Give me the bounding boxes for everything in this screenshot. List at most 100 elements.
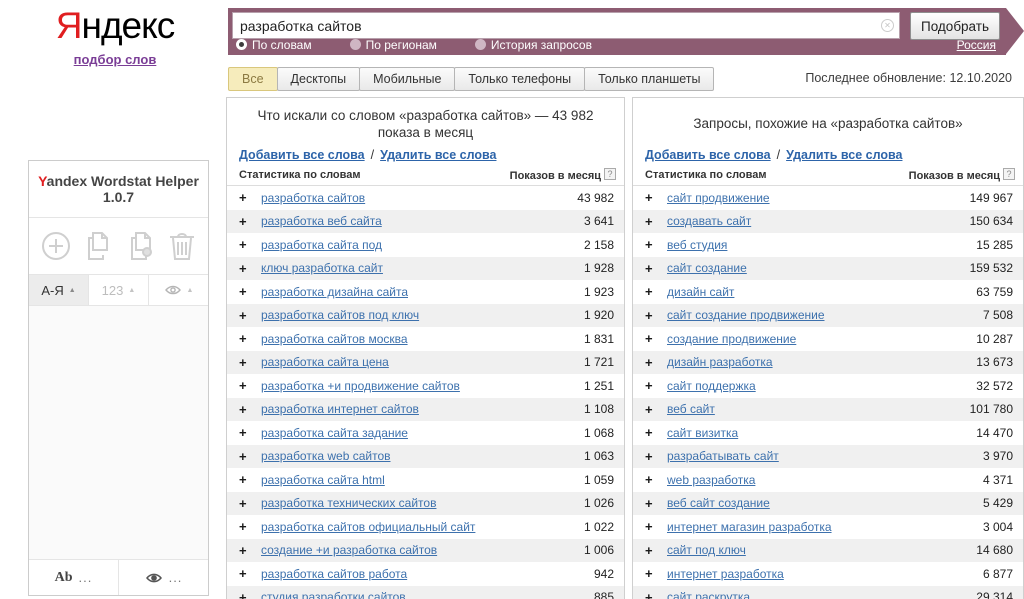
add-keyword-button[interactable]: +	[239, 542, 247, 558]
add-keyword-button[interactable]: +	[239, 401, 247, 417]
help-icon[interactable]: ?	[1003, 168, 1015, 180]
add-all-words-link[interactable]: Добавить все слова	[239, 148, 365, 162]
keyword-link[interactable]: сайт создание	[667, 261, 747, 276]
keyword-link[interactable]: разработка сайтов под ключ	[261, 308, 420, 323]
remove-all-words-link[interactable]: Удалить все слова	[380, 148, 497, 162]
search-input[interactable]	[232, 12, 900, 39]
add-keyword-button[interactable]: +	[645, 331, 653, 347]
region-link[interactable]: Россия	[956, 37, 996, 52]
add-keyword-button[interactable]: +	[239, 331, 247, 347]
add-keyword-button[interactable]: +	[645, 425, 653, 441]
add-keyword-button[interactable]: +	[645, 542, 653, 558]
keyword-link[interactable]: интернет разработка	[667, 566, 784, 581]
add-keyword-button[interactable]: +	[645, 354, 653, 370]
keyword-link[interactable]: дизайн разработка	[667, 355, 773, 370]
add-keyword-button[interactable]: +	[645, 190, 653, 206]
add-keyword-button[interactable]: +	[239, 448, 247, 464]
keyword-link[interactable]: разработка сайтов	[261, 190, 366, 205]
keyword-link[interactable]: разработка сайта под	[261, 237, 383, 252]
add-keyword-button[interactable]: +	[645, 448, 653, 464]
keyword-link[interactable]: сайт продвижение	[667, 190, 770, 205]
add-keyword-button[interactable]: +	[645, 495, 653, 511]
add-keyword-button[interactable]: +	[239, 378, 247, 394]
keyword-link[interactable]: веб сайт создание	[667, 496, 770, 511]
tab-all[interactable]: Все	[228, 67, 278, 91]
add-keyword-button[interactable]: +	[239, 284, 247, 300]
keyword-link[interactable]: сайт поддержка	[667, 378, 756, 393]
podbor-slov-link[interactable]: подбор слов	[73, 51, 157, 67]
add-keyword-button[interactable]: +	[239, 307, 247, 323]
add-keyword-button[interactable]: +	[239, 260, 247, 276]
add-keyword-button[interactable]: +	[645, 260, 653, 276]
keyword-link[interactable]: разработка +и продвижение сайтов	[261, 378, 460, 393]
keyword-link[interactable]: создание продвижение	[667, 331, 797, 346]
tab-desktops[interactable]: Десктопы	[276, 67, 361, 91]
keyword-link[interactable]: разработка сайтов официальный сайт	[261, 519, 476, 534]
keyword-link[interactable]: разработка сайта цена	[261, 355, 389, 370]
keyword-link[interactable]: веб сайт	[667, 402, 715, 417]
radio-query-history[interactable]: История запросов	[474, 38, 592, 52]
keyword-link[interactable]: веб студия	[667, 237, 728, 252]
keyword-link[interactable]: сайт раскрутка	[667, 590, 751, 599]
keyword-link[interactable]: разработка веб сайта	[261, 214, 382, 229]
add-keyword-button[interactable]: +	[239, 566, 247, 582]
keyword-link[interactable]: ключ разработка сайт	[261, 261, 383, 276]
add-keyword-button[interactable]: +	[645, 378, 653, 394]
add-all-words-link[interactable]: Добавить все слова	[645, 148, 771, 162]
tab-phones-only[interactable]: Только телефоны	[454, 67, 586, 91]
add-keyword-button[interactable]: +	[645, 284, 653, 300]
copy-with-frequency-icon[interactable]	[125, 230, 157, 262]
add-keyword-button[interactable]: +	[239, 190, 247, 206]
add-keyword-button[interactable]: +	[239, 589, 247, 599]
keyword-link[interactable]: разработка технических сайтов	[261, 496, 437, 511]
text-options-button[interactable]: Ab ...	[29, 560, 119, 595]
add-keyword-button[interactable]: +	[239, 495, 247, 511]
sort-visibility-button[interactable]: ▲	[149, 275, 208, 305]
help-icon[interactable]: ?	[604, 168, 616, 180]
add-keyword-button[interactable]: +	[645, 519, 653, 535]
radio-by-words[interactable]: По словам	[236, 38, 312, 52]
keyword-link[interactable]: сайт визитка	[667, 425, 739, 440]
visibility-options-button[interactable]: ...	[119, 560, 208, 595]
tab-mobile[interactable]: Мобильные	[359, 67, 456, 91]
keyword-link[interactable]: сайт под ключ	[667, 543, 746, 558]
add-keyword-button[interactable]: +	[239, 519, 247, 535]
keyword-link[interactable]: дизайн сайт	[667, 284, 735, 299]
add-keyword-button[interactable]: +	[645, 401, 653, 417]
keyword-link[interactable]: разработка сайтов работа	[261, 566, 408, 581]
copy-list-icon[interactable]	[82, 230, 114, 262]
add-keyword-button[interactable]: +	[239, 237, 247, 253]
keyword-link[interactable]: web разработка	[667, 472, 756, 487]
keyword-link[interactable]: создавать сайт	[667, 214, 752, 229]
add-keyword-button[interactable]: +	[239, 213, 247, 229]
keyword-link[interactable]: разработка web сайтов	[261, 449, 391, 464]
keyword-link[interactable]: сайт создание продвижение	[667, 308, 825, 323]
search-submit-button[interactable]: Подобрать	[910, 12, 1000, 40]
add-keyword-button[interactable]: +	[645, 566, 653, 582]
keyword-link[interactable]: разработка сайта html	[261, 472, 385, 487]
sort-numeric-button[interactable]: 123 ▲	[89, 275, 149, 305]
tab-tablets-only[interactable]: Только планшеты	[584, 67, 715, 91]
trash-icon[interactable]	[167, 230, 197, 262]
add-keyword-button[interactable]: +	[239, 425, 247, 441]
add-keyword-button[interactable]: +	[239, 472, 247, 488]
add-keyword-button[interactable]: +	[645, 589, 653, 599]
add-keyword-button[interactable]: +	[645, 307, 653, 323]
keyword-link[interactable]: разработка интернет сайтов	[261, 402, 419, 417]
clear-icon[interactable]: ✕	[881, 19, 894, 32]
keyword-link[interactable]: разработка сайтов москва	[261, 331, 408, 346]
keyword-link[interactable]: интернет магазин разработка	[667, 519, 832, 534]
remove-all-words-link[interactable]: Удалить все слова	[786, 148, 903, 162]
add-keyword-button[interactable]: +	[239, 354, 247, 370]
keyword-link[interactable]: студия разработки сайтов	[261, 590, 406, 599]
keyword-link[interactable]: разработка дизайна сайта	[261, 284, 408, 299]
sort-alpha-button[interactable]: А-Я ▲	[29, 275, 89, 305]
keyword-link[interactable]: создание +и разработка сайтов	[261, 543, 438, 558]
add-keyword-button[interactable]: +	[645, 213, 653, 229]
radio-by-regions[interactable]: По регионам	[349, 38, 437, 52]
add-circle-icon[interactable]	[40, 230, 72, 262]
add-keyword-button[interactable]: +	[645, 472, 653, 488]
add-keyword-button[interactable]: +	[645, 237, 653, 253]
keyword-link[interactable]: разрабатывать сайт	[667, 449, 779, 464]
keyword-link[interactable]: разработка сайта задание	[261, 425, 408, 440]
